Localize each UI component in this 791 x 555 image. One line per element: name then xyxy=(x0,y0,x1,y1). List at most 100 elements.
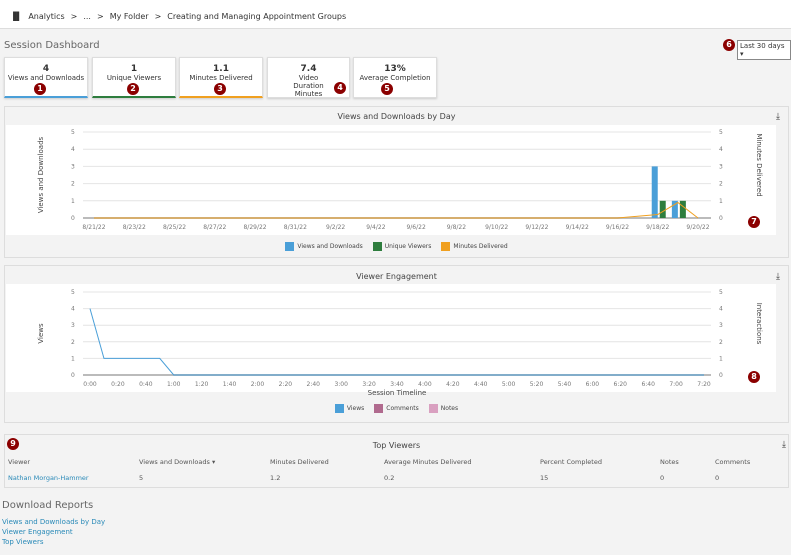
top-bar: ▐▌ Analytics > ... > My Folder > Creating a… xyxy=(0,0,791,29)
chart-legend: Views Comments Notes xyxy=(5,404,788,413)
legend-swatch xyxy=(372,242,382,251)
column-header[interactable]: Percent Completed xyxy=(540,458,602,466)
cell: 0 xyxy=(715,474,720,482)
x-tick-label: 6:40 xyxy=(641,381,655,388)
stat-value: 1.1 xyxy=(213,64,229,74)
stat-label: Minutes Delivered xyxy=(189,74,253,82)
legend-item[interactable]: Notes xyxy=(428,404,458,413)
callout-badge: 2 xyxy=(127,83,139,95)
download-icon[interactable]: ⤓ xyxy=(776,112,780,122)
report-link-views-by-day[interactable]: Views and Downloads by Day xyxy=(2,518,106,526)
table-header-row: Viewer Views and Downloads ▾ Minutes Del… xyxy=(8,454,778,470)
x-tick-label: 6:20 xyxy=(614,381,628,388)
viewer-link[interactable]: Nathan Morgan-Hammer xyxy=(8,474,89,482)
y-tick-label: 0 xyxy=(71,215,75,222)
bar xyxy=(651,166,658,218)
column-header-sorted[interactable]: Views and Downloads ▾ xyxy=(139,458,216,466)
stat-value: 4 xyxy=(42,64,50,74)
column-header[interactable]: Average Minutes Delivered xyxy=(384,458,472,466)
y2-tick-label: 5 xyxy=(719,129,723,136)
breadcrumb-ellipsis[interactable]: ... xyxy=(83,12,91,21)
y2-tick-label: 5 xyxy=(719,289,723,296)
x-tick-label: 9/16/22 xyxy=(606,224,629,231)
bar-chart-icon: ▐▌ xyxy=(10,12,23,21)
series-line xyxy=(94,201,699,219)
chevron-down-icon: ▾ xyxy=(740,50,744,58)
stat-card[interactable]: 4 Views and Downloads xyxy=(4,57,88,98)
x-tick-label: 0:00 xyxy=(83,381,97,388)
y-tick-label: 1 xyxy=(71,355,75,362)
top-viewers-table: Viewer Views and Downloads ▾ Minutes Del… xyxy=(8,454,778,486)
x-tick-label: 9/20/22 xyxy=(686,224,709,231)
breadcrumb-my-folder[interactable]: My Folder xyxy=(109,12,149,21)
x-tick-label: 4:40 xyxy=(474,381,488,388)
x-tick-label: 6:00 xyxy=(586,381,600,388)
report-link-top-viewers[interactable]: Top Viewers xyxy=(2,538,44,546)
legend-swatch xyxy=(441,242,451,251)
legend-label: Views xyxy=(346,405,365,412)
legend-label: Minutes Delivered xyxy=(453,243,508,250)
column-header[interactable]: Viewer xyxy=(8,458,31,466)
viewer-engagement-chart: 0 0 1 1 2 2 3 3 4 4 5 5 0:00 0:20 0:40 1:00 1:20 1:40 2:00… xyxy=(37,289,763,397)
legend-swatch xyxy=(374,404,384,413)
legend-item[interactable]: Views and Downloads xyxy=(285,242,363,251)
x-tick-label: 4:20 xyxy=(446,381,460,388)
y-tick-label: 4 xyxy=(71,146,75,153)
x-tick-label: 7:20 xyxy=(697,381,711,388)
y2-tick-label: 2 xyxy=(719,339,723,346)
download-icon[interactable]: ⤓ xyxy=(776,272,780,282)
table-title: Top Viewers xyxy=(372,441,421,450)
stat-label: Unique Viewers xyxy=(106,74,162,82)
y2-tick-label: 3 xyxy=(719,163,723,170)
x-tick-label: 9/8/22 xyxy=(447,224,466,231)
callout-badge: 6 xyxy=(723,39,735,51)
stat-card[interactable]: 13% Average Completion xyxy=(353,57,437,98)
bar xyxy=(659,200,666,218)
callout-badge: 1 xyxy=(34,83,46,95)
breadcrumb-current: Creating and Managing Appointment Groups xyxy=(167,12,347,21)
legend-item[interactable]: Comments xyxy=(374,404,419,413)
x-tick-label: 8/23/22 xyxy=(123,224,146,231)
callout-badge: 9 xyxy=(7,438,19,450)
x-tick-label: 1:20 xyxy=(195,381,209,388)
x-tick-label: 9/6/22 xyxy=(406,224,425,231)
legend-item[interactable]: Minutes Delivered xyxy=(441,242,508,251)
column-header[interactable]: Minutes Delivered xyxy=(270,458,329,466)
y-tick-label: 1 xyxy=(71,198,75,205)
y2-tick-label: 1 xyxy=(719,355,723,362)
y2-axis-label: Interactions xyxy=(755,303,763,345)
breadcrumb-analytics[interactable]: Analytics xyxy=(28,12,65,21)
legend-item[interactable]: Views xyxy=(334,404,365,413)
legend-item[interactable]: Unique Viewers xyxy=(372,242,431,251)
chart-title: Views and Downloads by Day xyxy=(337,112,456,121)
x-tick-label: 3:00 xyxy=(334,381,348,388)
x-tick-label: 5:00 xyxy=(502,381,516,388)
series-line xyxy=(89,308,704,376)
x-tick-label: 3:20 xyxy=(362,381,376,388)
date-range-select[interactable]: Last 30 days ▾ xyxy=(737,40,791,60)
chevron-right-icon: > xyxy=(154,12,162,21)
page-title: Session Dashboard xyxy=(4,40,100,51)
column-header[interactable]: Notes xyxy=(660,458,679,466)
x-tick-label: 2:20 xyxy=(279,381,293,388)
y-tick-label: 2 xyxy=(71,181,75,188)
column-header[interactable]: Comments xyxy=(715,458,751,466)
cell: 0.2 xyxy=(384,474,395,482)
top-viewers-panel: 9 Top Viewers ⤓ Viewer Views and Downloa… xyxy=(4,434,789,488)
report-link-viewer-engagement[interactable]: Viewer Engagement xyxy=(2,528,73,536)
x-tick-label: 9/12/22 xyxy=(525,224,548,231)
table-row: Nathan Morgan-Hammer 5 1.2 0.2 15 0 0 xyxy=(8,470,778,486)
y-tick-label: 5 xyxy=(71,129,75,136)
y2-tick-label: 0 xyxy=(719,372,723,379)
y-tick-label: 4 xyxy=(71,306,75,313)
stat-value: 1 xyxy=(130,64,138,74)
x-tick-label: 7:00 xyxy=(669,381,683,388)
download-icon[interactable]: ⤓ xyxy=(782,440,786,450)
y2-tick-label: 4 xyxy=(719,306,723,313)
y2-tick-label: 1 xyxy=(719,198,723,205)
legend-label: Views and Downloads xyxy=(297,243,363,250)
callout-badge: 8 xyxy=(748,371,760,383)
chart-title: Viewer Engagement xyxy=(356,272,437,281)
legend-swatch xyxy=(285,242,295,251)
x-tick-label: 8/27/22 xyxy=(203,224,226,231)
